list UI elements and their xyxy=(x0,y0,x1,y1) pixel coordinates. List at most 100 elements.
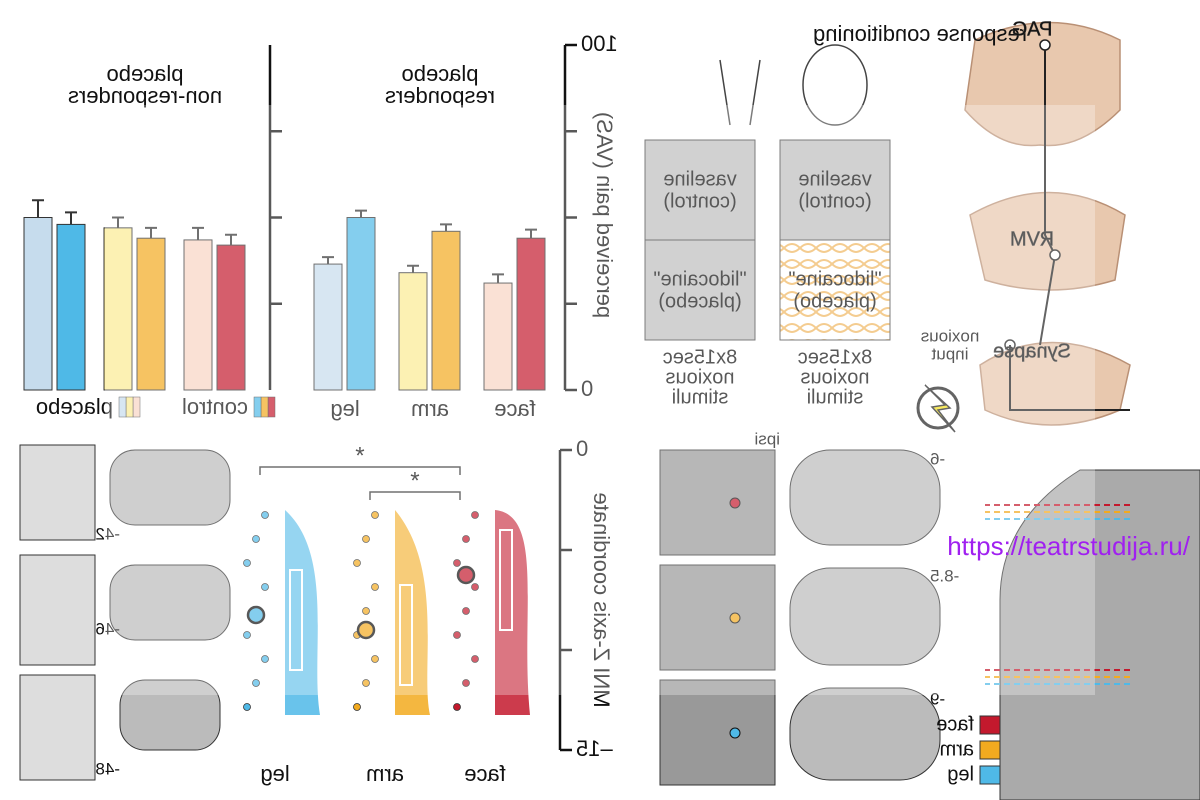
lightning xyxy=(924,384,956,433)
bar xyxy=(398,272,428,391)
legend-label: arm xyxy=(940,738,974,760)
legend-swatch xyxy=(118,396,127,418)
legend-swatch xyxy=(979,740,1001,760)
box xyxy=(399,584,413,686)
x-tick-label: face xyxy=(464,761,506,786)
zoom-box xyxy=(19,444,96,541)
error-bar xyxy=(145,226,157,239)
pathway-arrow xyxy=(1039,45,1057,346)
y-tick-label: 0 xyxy=(581,376,593,401)
zoom-box xyxy=(659,679,776,786)
bar xyxy=(23,217,53,391)
error-bar xyxy=(32,199,44,218)
error-bar xyxy=(407,264,419,273)
significance-bracket xyxy=(369,491,461,500)
brainstem-slice xyxy=(789,687,941,781)
dot xyxy=(261,511,269,519)
bar xyxy=(516,237,546,391)
y-tick-label: 0 xyxy=(576,436,588,461)
chart-title: placebo xyxy=(401,61,478,86)
control-box xyxy=(644,139,756,241)
stimulus-label: noxious xyxy=(666,366,735,388)
box-label: (control) xyxy=(798,190,871,212)
dot xyxy=(252,535,260,543)
significance-bracket xyxy=(259,466,461,475)
dot xyxy=(353,559,361,567)
spinal-section xyxy=(979,341,1131,426)
spinal-slice xyxy=(109,449,231,526)
dot xyxy=(471,511,479,519)
dot xyxy=(371,511,379,519)
stimulus-label: stimuli xyxy=(807,386,864,408)
zoom-box xyxy=(659,449,776,556)
error-bar xyxy=(355,209,367,218)
dot xyxy=(243,631,251,639)
slice-label: -8.5 xyxy=(930,566,959,585)
dot xyxy=(453,559,461,567)
bar xyxy=(183,239,213,391)
pathway-label: Synapse xyxy=(993,340,1071,362)
x-tick-label: face xyxy=(494,396,536,421)
dot xyxy=(252,679,260,687)
dot xyxy=(453,703,461,711)
slice-label: -46 xyxy=(95,619,120,638)
significance-label: * xyxy=(410,467,419,494)
brainstem-slice xyxy=(789,449,941,546)
box-label: vaseline xyxy=(663,168,736,190)
dot xyxy=(471,655,479,663)
dot xyxy=(243,559,251,567)
bar xyxy=(56,223,86,391)
dot xyxy=(362,607,370,615)
error-bar xyxy=(192,226,204,240)
bar xyxy=(136,237,166,391)
box-label: (placebo) xyxy=(658,290,741,312)
mean-marker xyxy=(246,605,266,625)
dot xyxy=(462,679,470,687)
bar xyxy=(313,263,343,391)
limb-icon xyxy=(719,59,761,126)
control-box xyxy=(779,139,891,241)
error-bar xyxy=(65,211,77,225)
panel-title: response conditioning xyxy=(813,21,1027,46)
legend-label: placebo xyxy=(36,394,113,419)
conditioning-panel xyxy=(644,44,891,341)
sagittal-slice xyxy=(999,469,1200,800)
y-axis-label: perceived pain (VAS) xyxy=(592,112,617,318)
legend-swatch xyxy=(979,715,1001,735)
slice-label: -48 xyxy=(95,759,120,778)
dot xyxy=(471,583,479,591)
error-bar xyxy=(440,223,452,232)
side-label: ipsi xyxy=(754,429,780,448)
error-bar xyxy=(492,273,504,284)
error-bar xyxy=(525,228,537,239)
box-label: (control) xyxy=(663,190,736,212)
legend-label: control xyxy=(182,394,248,419)
significance-label: * xyxy=(355,442,364,469)
face-icon xyxy=(802,44,868,126)
legend-label: face xyxy=(936,713,974,735)
node xyxy=(1039,39,1051,51)
dot xyxy=(453,631,461,639)
x-tick-label: leg xyxy=(260,761,289,786)
brainstem-slice xyxy=(789,567,941,666)
spinal-slice xyxy=(109,564,231,641)
input-label: input xyxy=(931,344,968,363)
watermark: https://teatrstudija.ru/ xyxy=(947,531,1191,561)
pathway-diagram xyxy=(916,21,1131,433)
slice-label: -9 xyxy=(930,689,945,708)
chart-title: placebo xyxy=(106,61,183,86)
slice-label: -42 xyxy=(95,524,120,543)
location-marker xyxy=(729,612,741,624)
chart-title: responders xyxy=(385,83,495,108)
box xyxy=(289,569,303,671)
zoom-box xyxy=(659,564,776,671)
overlay xyxy=(105,105,1095,695)
bar xyxy=(431,230,461,391)
dot xyxy=(261,655,269,663)
dot xyxy=(261,583,269,591)
slice-label: -6 xyxy=(930,449,945,468)
node xyxy=(1049,249,1061,261)
zoom-box xyxy=(19,554,96,666)
input-label: noxious xyxy=(921,326,980,345)
dot xyxy=(462,607,470,615)
